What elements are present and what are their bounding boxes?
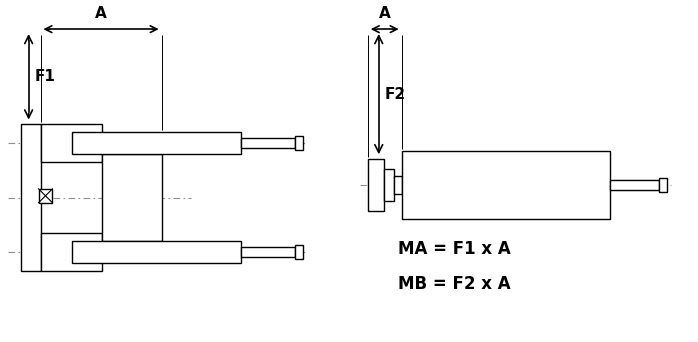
Bar [40, 234, 102, 271]
Text: A: A [379, 6, 391, 21]
Bar [660, 178, 667, 192]
Bar [73, 241, 241, 263]
Bar [295, 136, 304, 150]
Bar [38, 189, 52, 203]
Text: F2: F2 [385, 87, 406, 102]
Bar [384, 169, 394, 201]
Bar [241, 247, 295, 257]
Text: A: A [95, 6, 107, 21]
Text: F1: F1 [35, 69, 55, 84]
Bar [394, 176, 401, 194]
Text: MA = F1 x A: MA = F1 x A [398, 240, 510, 258]
Bar [73, 132, 241, 154]
Bar [102, 154, 161, 241]
Bar [610, 180, 660, 190]
Bar [40, 124, 102, 162]
Bar [401, 151, 610, 219]
Bar [368, 159, 384, 211]
Bar [21, 124, 40, 271]
Bar [241, 138, 295, 148]
Text: MB = F2 x A: MB = F2 x A [398, 275, 510, 293]
Bar [295, 246, 304, 259]
